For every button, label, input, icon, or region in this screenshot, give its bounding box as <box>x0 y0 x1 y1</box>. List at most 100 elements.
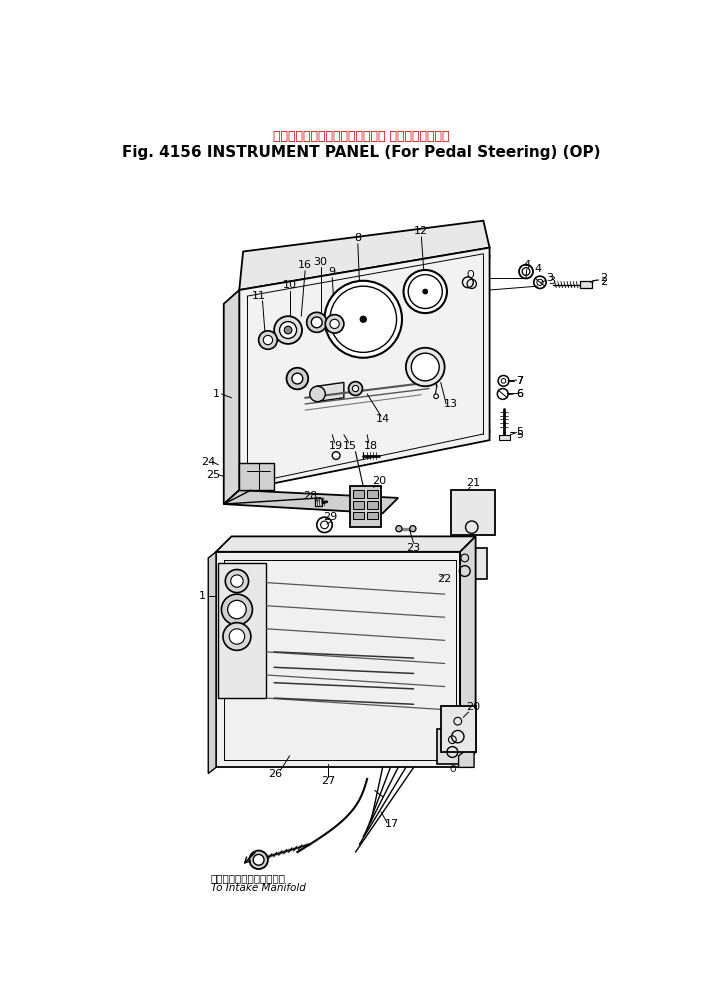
Text: インテークマニホールドへ: インテークマニホールドへ <box>211 873 286 883</box>
Circle shape <box>396 526 402 532</box>
Circle shape <box>253 854 264 865</box>
Circle shape <box>325 315 344 333</box>
Text: 7: 7 <box>516 376 523 386</box>
Text: 17: 17 <box>385 819 399 828</box>
Circle shape <box>284 327 292 334</box>
Text: 26: 26 <box>269 769 283 779</box>
Circle shape <box>280 322 297 339</box>
Circle shape <box>259 331 277 350</box>
Circle shape <box>352 386 359 392</box>
Polygon shape <box>367 500 378 509</box>
Polygon shape <box>239 247 489 490</box>
Circle shape <box>360 317 367 323</box>
Polygon shape <box>458 745 474 768</box>
Circle shape <box>312 317 322 328</box>
Text: 3: 3 <box>546 273 553 283</box>
Text: 30: 30 <box>314 256 328 266</box>
Polygon shape <box>353 500 364 509</box>
Circle shape <box>286 368 308 389</box>
Text: 23: 23 <box>407 543 421 553</box>
Text: 27: 27 <box>321 776 336 786</box>
Circle shape <box>408 274 442 309</box>
Text: 13: 13 <box>444 399 458 409</box>
Circle shape <box>274 317 302 344</box>
Circle shape <box>250 850 268 869</box>
Text: 12: 12 <box>415 226 429 236</box>
Text: To Intake Manifold: To Intake Manifold <box>211 883 305 892</box>
Circle shape <box>403 270 447 314</box>
Text: Fig. 4156 INSTRUMENT PANEL (For Pedal Steering) (OP): Fig. 4156 INSTRUMENT PANEL (For Pedal St… <box>122 146 600 161</box>
Circle shape <box>411 353 439 381</box>
Polygon shape <box>437 729 468 764</box>
Text: インスツルメントパネル（ペダル ステアリング用）: インスツルメントパネル（ペダル ステアリング用） <box>273 130 449 143</box>
Polygon shape <box>216 537 476 552</box>
Circle shape <box>330 320 339 329</box>
Polygon shape <box>443 548 487 579</box>
Text: 29: 29 <box>324 513 338 523</box>
Polygon shape <box>580 280 592 288</box>
Text: 11: 11 <box>252 291 266 302</box>
Circle shape <box>348 382 362 396</box>
Text: 5: 5 <box>516 427 523 437</box>
Polygon shape <box>219 564 266 698</box>
Circle shape <box>332 451 340 459</box>
Text: 10: 10 <box>283 280 297 290</box>
Polygon shape <box>353 512 364 520</box>
Text: 5: 5 <box>516 430 523 440</box>
Circle shape <box>292 373 303 384</box>
Text: 22: 22 <box>438 574 452 584</box>
Circle shape <box>226 570 249 593</box>
Polygon shape <box>223 290 239 505</box>
Text: 9: 9 <box>329 266 336 276</box>
Text: O: O <box>450 765 456 774</box>
Circle shape <box>263 336 273 345</box>
Circle shape <box>309 386 325 402</box>
Text: 7: 7 <box>516 376 523 386</box>
Polygon shape <box>239 221 489 290</box>
Text: 28: 28 <box>303 491 318 501</box>
Circle shape <box>330 286 397 353</box>
Circle shape <box>223 623 251 650</box>
Text: 2: 2 <box>600 273 607 283</box>
Circle shape <box>423 289 427 293</box>
Text: 25: 25 <box>207 469 221 479</box>
Polygon shape <box>239 463 274 490</box>
Text: 4: 4 <box>523 259 530 269</box>
Polygon shape <box>317 382 344 402</box>
Text: 2: 2 <box>600 277 607 287</box>
Circle shape <box>228 600 246 619</box>
Text: 20: 20 <box>466 702 480 713</box>
Text: 6: 6 <box>516 389 523 399</box>
Text: O: O <box>467 269 474 279</box>
Polygon shape <box>216 552 460 768</box>
Text: 15: 15 <box>343 440 357 450</box>
Text: 24: 24 <box>201 456 215 466</box>
Polygon shape <box>460 537 476 768</box>
Circle shape <box>221 594 252 625</box>
Text: 20: 20 <box>372 476 386 486</box>
Text: 6: 6 <box>516 389 523 399</box>
Polygon shape <box>223 490 398 514</box>
Polygon shape <box>315 497 322 506</box>
Text: 21: 21 <box>466 477 480 487</box>
Text: 19: 19 <box>329 440 343 450</box>
Polygon shape <box>353 490 364 497</box>
Circle shape <box>410 526 416 532</box>
Circle shape <box>307 313 327 333</box>
Polygon shape <box>367 490 378 497</box>
Polygon shape <box>208 552 216 774</box>
Circle shape <box>406 348 445 386</box>
Text: 3: 3 <box>548 275 555 285</box>
Text: 8: 8 <box>355 232 362 242</box>
Text: 4: 4 <box>534 264 541 274</box>
Polygon shape <box>350 486 381 528</box>
Text: 18: 18 <box>364 440 378 450</box>
Polygon shape <box>499 435 510 440</box>
Circle shape <box>231 575 243 587</box>
Polygon shape <box>441 706 476 752</box>
Text: 16: 16 <box>298 260 312 270</box>
Polygon shape <box>450 490 495 535</box>
Circle shape <box>324 280 402 358</box>
Circle shape <box>229 629 245 644</box>
Text: 14: 14 <box>376 414 390 424</box>
